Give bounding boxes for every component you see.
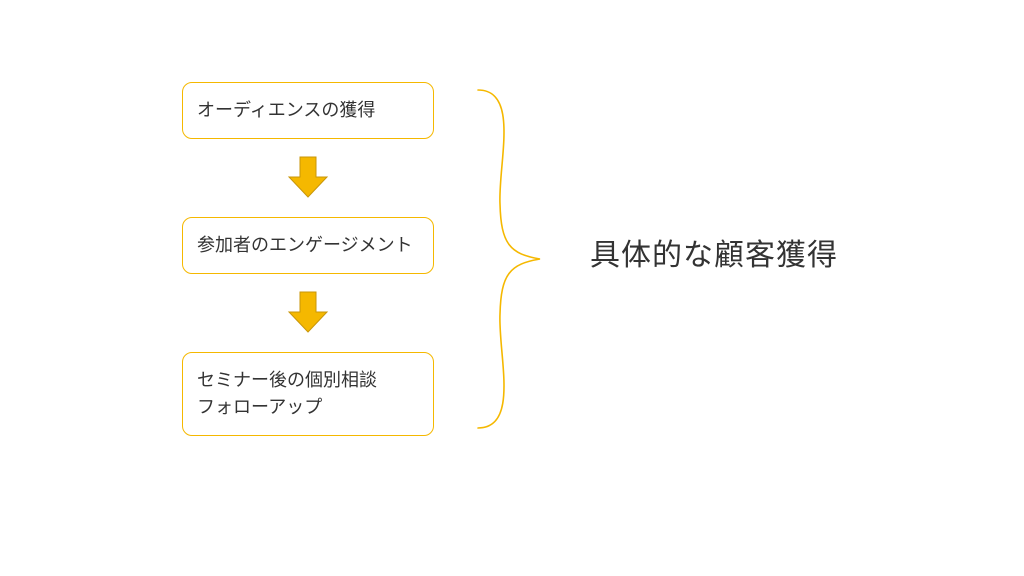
down-arrow-icon: [287, 290, 329, 334]
flow-box-2-label: 参加者のエンゲージメント: [197, 232, 413, 259]
flow-column: オーディエンスの獲得 参加者のエンゲージメント セミナー後の個別相談 フォローア…: [182, 82, 434, 436]
flow-box-3: セミナー後の個別相談 フォローアップ: [182, 352, 434, 436]
flow-box-2: 参加者のエンゲージメント: [182, 217, 434, 274]
flow-box-1: オーディエンスの獲得: [182, 82, 434, 139]
flow-box-3-line2: フォローアップ: [197, 394, 322, 421]
down-arrow-icon: [287, 155, 329, 199]
flow-box-3-line1: セミナー後の個別相談: [197, 367, 377, 394]
summary-label: 具体的な顧客獲得: [590, 230, 838, 274]
flow-box-1-label: オーディエンスの獲得: [197, 97, 375, 124]
curly-brace: [470, 84, 560, 434]
